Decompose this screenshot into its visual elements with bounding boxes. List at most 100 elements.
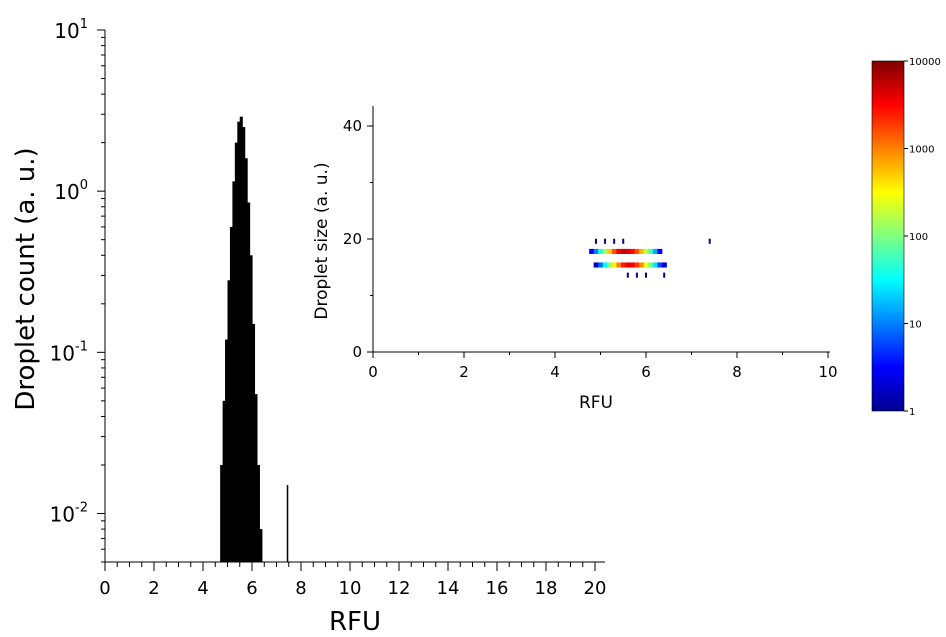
heatmap-cell <box>645 272 647 278</box>
main-x-tick-label: 16 <box>486 578 509 599</box>
inset-heatmap: 0 2 4 6 8 10 0 20 40 RFU Droplet size (a. u.) <box>312 106 838 413</box>
heatmap-cell <box>620 248 626 254</box>
heatmap-cell <box>613 238 616 244</box>
main-y-axis-title: Droplet count (a. u.) <box>11 147 41 410</box>
histogram-bar <box>252 323 256 562</box>
heatmap-cell <box>593 262 599 268</box>
heatmap-cell <box>622 238 625 244</box>
inset-x-tick-label: 8 <box>732 363 742 381</box>
main-x-tick-label: 12 <box>388 578 411 599</box>
inset-y-tick-label: 20 <box>343 230 362 248</box>
histogram-bar <box>244 158 248 562</box>
main-x-tick-label: 8 <box>295 578 306 599</box>
main-x-tick-label: 10 <box>339 578 362 599</box>
colorbar-tick-label: 1 <box>909 407 915 418</box>
heatmap-cell <box>626 272 629 278</box>
inset-y-axis-title: Droplet size (a. u.) <box>312 162 332 319</box>
heatmap-cell <box>634 248 640 254</box>
heatmap-cell <box>639 248 645 254</box>
heatmap-cell <box>602 248 608 254</box>
histogram-bar <box>220 464 224 562</box>
heatmap-cell <box>620 262 626 268</box>
main-histogram-bars <box>220 116 289 562</box>
colorbar: 10000 1000 100 10 1 <box>871 57 941 418</box>
main-y-ticks: 10-2 10-1 100 101 <box>50 17 105 563</box>
inset-y-tick-label: 40 <box>343 117 362 135</box>
histogram-bar <box>242 127 246 562</box>
colorbar-gradient <box>871 60 905 412</box>
histogram-bar <box>237 121 241 562</box>
heatmap-cell <box>648 262 654 268</box>
main-y-tick-label: 10-1 <box>50 339 88 365</box>
heatmap-cell <box>593 248 599 254</box>
colorbar-ticks: 10000 1000 100 10 1 <box>904 57 941 418</box>
heatmap-cell <box>625 248 631 254</box>
heatmap-cell <box>630 248 636 254</box>
histogram-bar <box>229 226 233 562</box>
heatmap-cell <box>663 272 666 278</box>
colorbar-tick-label: 10000 <box>909 57 941 68</box>
heatmap-cell <box>661 262 667 268</box>
inset-x-axis-title: RFU <box>579 393 613 413</box>
heatmap-cell <box>602 262 608 268</box>
heatmap-cell <box>589 248 595 254</box>
main-x-tick-label: 6 <box>246 578 257 599</box>
histogram-bar <box>232 181 236 562</box>
histogram-bar <box>222 400 226 562</box>
main-x-tick-label: 18 <box>535 578 558 599</box>
heatmap-cell <box>635 272 638 278</box>
main-y-tick-label: 101 <box>54 17 88 43</box>
histogram-bar <box>254 394 258 562</box>
main-x-ticks: 0 2 4 6 8 10 12 14 16 18 20 <box>99 562 606 599</box>
heatmap-cell <box>611 262 617 268</box>
histogram-bar <box>227 280 231 562</box>
inset-x-ticks: 0 2 4 6 8 10 <box>368 352 838 381</box>
colorbar-tick-label: 100 <box>909 232 928 243</box>
inset-y-tick-label: 0 <box>352 343 362 361</box>
heatmap-cell <box>607 248 613 254</box>
heatmap-cell <box>616 248 622 254</box>
heatmap-cell <box>652 248 658 254</box>
main-y-tick-label: 100 <box>54 178 88 204</box>
colorbar-tick-label: 10 <box>909 320 922 331</box>
histogram-bar <box>256 464 260 562</box>
heatmap-cell <box>630 262 636 268</box>
heatmap-cell <box>607 262 613 268</box>
main-y-tick-label: 10-2 <box>50 500 88 526</box>
inset-x-tick-label: 4 <box>550 363 560 381</box>
histogram-bar <box>259 529 263 562</box>
heatmap-cell <box>598 262 604 268</box>
histogram-bar <box>239 116 243 562</box>
main-x-tick-label: 20 <box>584 578 607 599</box>
heatmap-cell <box>643 248 649 254</box>
inset-y-ticks: 0 20 40 <box>343 117 373 361</box>
inset-heatmap-cells <box>589 238 711 278</box>
main-x-tick-label: 2 <box>148 578 159 599</box>
heatmap-cell <box>639 262 645 268</box>
histogram-bar <box>234 142 238 562</box>
heatmap-cell <box>648 248 654 254</box>
histogram-bar <box>247 202 251 562</box>
main-x-tick-label: 4 <box>197 578 208 599</box>
heatmap-cell <box>598 248 604 254</box>
heatmap-cell <box>643 262 649 268</box>
heatmap-cell <box>708 238 711 244</box>
inset-x-tick-label: 0 <box>368 363 378 381</box>
colorbar-tick-label: 1000 <box>909 145 934 156</box>
histogram-bar <box>225 339 229 562</box>
heatmap-cell <box>594 238 597 244</box>
inset-x-tick-label: 10 <box>818 363 837 381</box>
histogram-bar <box>286 485 289 562</box>
main-x-tick-label: 0 <box>99 578 110 599</box>
heatmap-cell <box>611 248 617 254</box>
heatmap-cell <box>604 238 607 244</box>
heatmap-cell <box>634 262 640 268</box>
heatmap-cell <box>657 248 663 254</box>
inset-x-tick-label: 2 <box>459 363 469 381</box>
inset-x-tick-label: 6 <box>641 363 651 381</box>
heatmap-cell <box>657 262 663 268</box>
heatmap-cell <box>652 262 658 268</box>
main-x-tick-label: 14 <box>437 578 460 599</box>
